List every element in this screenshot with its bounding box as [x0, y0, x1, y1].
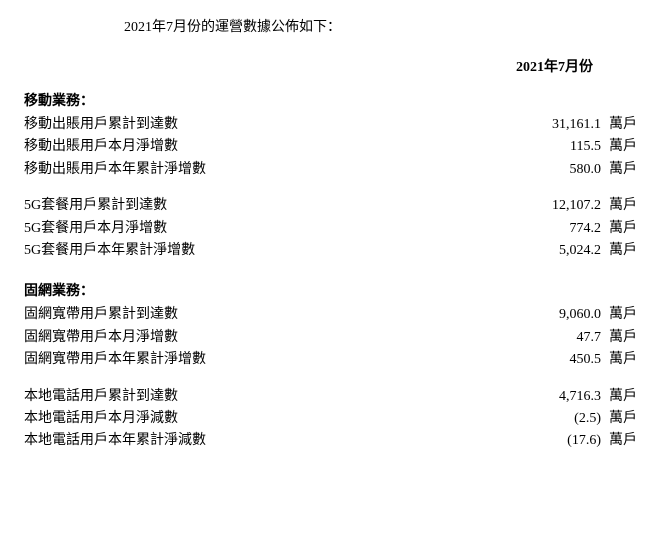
- section-title: 固網業務：: [24, 280, 641, 300]
- table-row: 5G套餐用戶本月淨增數774.2萬戶: [24, 218, 641, 240]
- row-unit: 萬戶: [601, 159, 641, 181]
- row-value: 47.7: [491, 327, 601, 349]
- row-value: 115.5: [491, 136, 601, 158]
- section-gap: [24, 262, 641, 276]
- intro-text: 2021年7月份的運營數據公佈如下：: [124, 16, 641, 36]
- row-label: 本地電話用戶本年累計淨減數: [24, 430, 491, 452]
- row-label: 固網寬帶用戶本年累計淨增數: [24, 349, 491, 371]
- row-label: 5G套餐用戶本月淨增數: [24, 218, 491, 240]
- row-value: 774.2: [491, 218, 601, 240]
- row-unit: 萬戶: [601, 218, 641, 240]
- row-unit: 萬戶: [601, 327, 641, 349]
- table-row: 固網寬帶用戶累計到達數9,060.0萬戶: [24, 304, 641, 326]
- row-label: 移動出賬用戶本月淨增數: [24, 136, 491, 158]
- column-header-row: 2021年7月份: [24, 56, 641, 76]
- period-header: 2021年7月份: [491, 56, 601, 76]
- table-row: 本地電話用戶累計到達數4,716.3萬戶: [24, 386, 641, 408]
- row-label: 固網寬帶用戶累計到達數: [24, 304, 491, 326]
- row-unit: 萬戶: [601, 430, 641, 452]
- group-gap: [24, 181, 641, 195]
- row-unit: 萬戶: [601, 114, 641, 136]
- row-label: 移動出賬用戶累計到達數: [24, 114, 491, 136]
- row-unit: 萬戶: [601, 349, 641, 371]
- table-row: 固網寬帶用戶本年累計淨增數450.5萬戶: [24, 349, 641, 371]
- row-value: 31,161.1: [491, 114, 601, 136]
- table-row: 5G套餐用戶本年累計淨增數5,024.2萬戶: [24, 240, 641, 262]
- row-unit: 萬戶: [601, 240, 641, 262]
- row-label: 5G套餐用戶本年累計淨增數: [24, 240, 491, 262]
- row-value: (2.5): [491, 408, 601, 430]
- table-row: 本地電話用戶本月淨減數(2.5)萬戶: [24, 408, 641, 430]
- row-unit: 萬戶: [601, 386, 641, 408]
- row-value: 450.5: [491, 349, 601, 371]
- row-label: 移動出賬用戶本年累計淨增數: [24, 159, 491, 181]
- row-value: (17.6): [491, 430, 601, 452]
- table-row: 移動出賬用戶累計到達數31,161.1萬戶: [24, 114, 641, 136]
- row-unit: 萬戶: [601, 408, 641, 430]
- table-row: 本地電話用戶本年累計淨減數(17.6)萬戶: [24, 430, 641, 452]
- row-value: 4,716.3: [491, 386, 601, 408]
- table-row: 固網寬帶用戶本月淨增數47.7萬戶: [24, 327, 641, 349]
- header-spacer: [24, 56, 491, 76]
- row-unit: 萬戶: [601, 304, 641, 326]
- row-value: 580.0: [491, 159, 601, 181]
- row-unit: 萬戶: [601, 136, 641, 158]
- row-value: 12,107.2: [491, 195, 601, 217]
- table-row: 移動出賬用戶本年累計淨增數580.0萬戶: [24, 159, 641, 181]
- row-value: 9,060.0: [491, 304, 601, 326]
- table-row: 移動出賬用戶本月淨增數115.5萬戶: [24, 136, 641, 158]
- header-unit-spacer: [601, 56, 641, 76]
- group-gap: [24, 372, 641, 386]
- row-value: 5,024.2: [491, 240, 601, 262]
- row-unit: 萬戶: [601, 195, 641, 217]
- row-label: 本地電話用戶本月淨減數: [24, 408, 491, 430]
- content-table: 移動業務：移動出賬用戶累計到達數31,161.1萬戶移動出賬用戶本月淨增數115…: [24, 90, 641, 453]
- row-label: 5G套餐用戶累計到達數: [24, 195, 491, 217]
- row-label: 固網寬帶用戶本月淨增數: [24, 327, 491, 349]
- table-row: 5G套餐用戶累計到達數12,107.2萬戶: [24, 195, 641, 217]
- row-label: 本地電話用戶累計到達數: [24, 386, 491, 408]
- section-title: 移動業務：: [24, 90, 641, 110]
